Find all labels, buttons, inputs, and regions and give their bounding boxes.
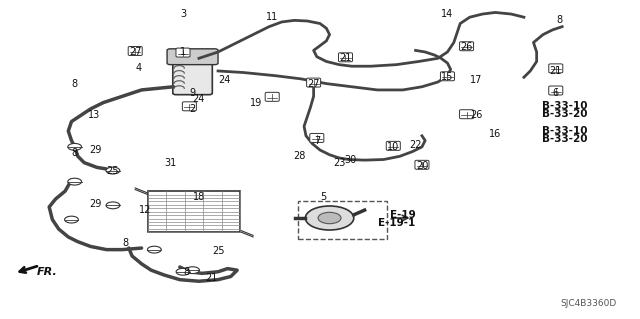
Text: 21: 21 bbox=[205, 273, 218, 283]
Text: 7: 7 bbox=[314, 136, 320, 145]
Text: B-33-10: B-33-10 bbox=[542, 101, 588, 111]
FancyBboxPatch shape bbox=[173, 60, 212, 95]
Text: 10: 10 bbox=[387, 142, 399, 152]
Text: 16: 16 bbox=[489, 129, 501, 139]
FancyBboxPatch shape bbox=[339, 53, 353, 62]
Text: 22: 22 bbox=[410, 140, 422, 150]
Text: 8: 8 bbox=[183, 267, 189, 277]
Circle shape bbox=[186, 267, 200, 274]
Text: 27: 27 bbox=[129, 47, 141, 57]
Text: 23: 23 bbox=[333, 158, 346, 168]
Text: 4: 4 bbox=[135, 63, 141, 73]
FancyBboxPatch shape bbox=[310, 133, 324, 142]
Text: 25: 25 bbox=[107, 166, 119, 175]
FancyBboxPatch shape bbox=[440, 72, 454, 81]
Text: FR.: FR. bbox=[36, 267, 57, 277]
Text: 21: 21 bbox=[339, 53, 351, 63]
Text: 8: 8 bbox=[556, 15, 562, 26]
Circle shape bbox=[147, 246, 161, 253]
Text: 12: 12 bbox=[139, 205, 151, 215]
Text: 18: 18 bbox=[193, 192, 205, 203]
FancyBboxPatch shape bbox=[415, 160, 429, 169]
Text: B-33-20: B-33-20 bbox=[542, 109, 588, 119]
Circle shape bbox=[68, 144, 81, 150]
Text: 19: 19 bbox=[250, 98, 262, 108]
FancyBboxPatch shape bbox=[460, 110, 474, 119]
Text: 20: 20 bbox=[416, 161, 428, 171]
Text: B-33-20: B-33-20 bbox=[542, 134, 588, 144]
Text: 26: 26 bbox=[470, 110, 483, 120]
FancyBboxPatch shape bbox=[387, 141, 400, 150]
Text: 28: 28 bbox=[293, 151, 306, 161]
Text: 2: 2 bbox=[189, 104, 196, 114]
Text: 11: 11 bbox=[266, 12, 278, 22]
FancyBboxPatch shape bbox=[460, 42, 474, 51]
FancyBboxPatch shape bbox=[128, 47, 142, 56]
Circle shape bbox=[305, 206, 354, 230]
Text: 13: 13 bbox=[88, 110, 100, 120]
Text: 17: 17 bbox=[470, 76, 483, 85]
Circle shape bbox=[106, 167, 120, 174]
Circle shape bbox=[318, 212, 341, 224]
Text: 14: 14 bbox=[442, 9, 454, 19]
Text: 15: 15 bbox=[441, 72, 454, 82]
Text: 8: 8 bbox=[123, 238, 129, 248]
Circle shape bbox=[176, 268, 190, 275]
FancyBboxPatch shape bbox=[182, 102, 196, 111]
Text: 24: 24 bbox=[193, 94, 205, 104]
Text: 8: 8 bbox=[72, 78, 77, 89]
Bar bbox=[148, 191, 241, 232]
Text: 9: 9 bbox=[189, 88, 196, 98]
Text: 25: 25 bbox=[212, 246, 224, 256]
Text: SJC4B3360D: SJC4B3360D bbox=[560, 299, 616, 308]
FancyBboxPatch shape bbox=[265, 92, 279, 101]
Circle shape bbox=[68, 178, 81, 185]
Text: 29: 29 bbox=[89, 145, 101, 155]
FancyBboxPatch shape bbox=[167, 49, 218, 65]
Text: 26: 26 bbox=[460, 42, 473, 52]
FancyBboxPatch shape bbox=[548, 64, 563, 73]
Text: 27: 27 bbox=[307, 78, 320, 89]
Circle shape bbox=[65, 216, 78, 223]
Text: 31: 31 bbox=[164, 158, 177, 168]
Text: B-33-10: B-33-10 bbox=[542, 126, 588, 136]
Text: 1: 1 bbox=[180, 47, 186, 57]
Text: 24: 24 bbox=[218, 76, 230, 85]
Text: 29: 29 bbox=[89, 199, 101, 209]
Text: 8: 8 bbox=[72, 148, 77, 158]
FancyBboxPatch shape bbox=[307, 78, 321, 87]
Text: 3: 3 bbox=[180, 9, 186, 19]
Text: E-19: E-19 bbox=[390, 210, 415, 220]
Text: E-19-1: E-19-1 bbox=[378, 218, 415, 228]
Text: 30: 30 bbox=[344, 154, 356, 165]
Text: 6: 6 bbox=[553, 88, 559, 98]
Text: 21: 21 bbox=[550, 66, 562, 76]
FancyBboxPatch shape bbox=[176, 48, 190, 57]
FancyBboxPatch shape bbox=[298, 201, 387, 239]
Text: 5: 5 bbox=[320, 192, 326, 203]
FancyBboxPatch shape bbox=[548, 86, 563, 95]
Circle shape bbox=[106, 202, 120, 209]
